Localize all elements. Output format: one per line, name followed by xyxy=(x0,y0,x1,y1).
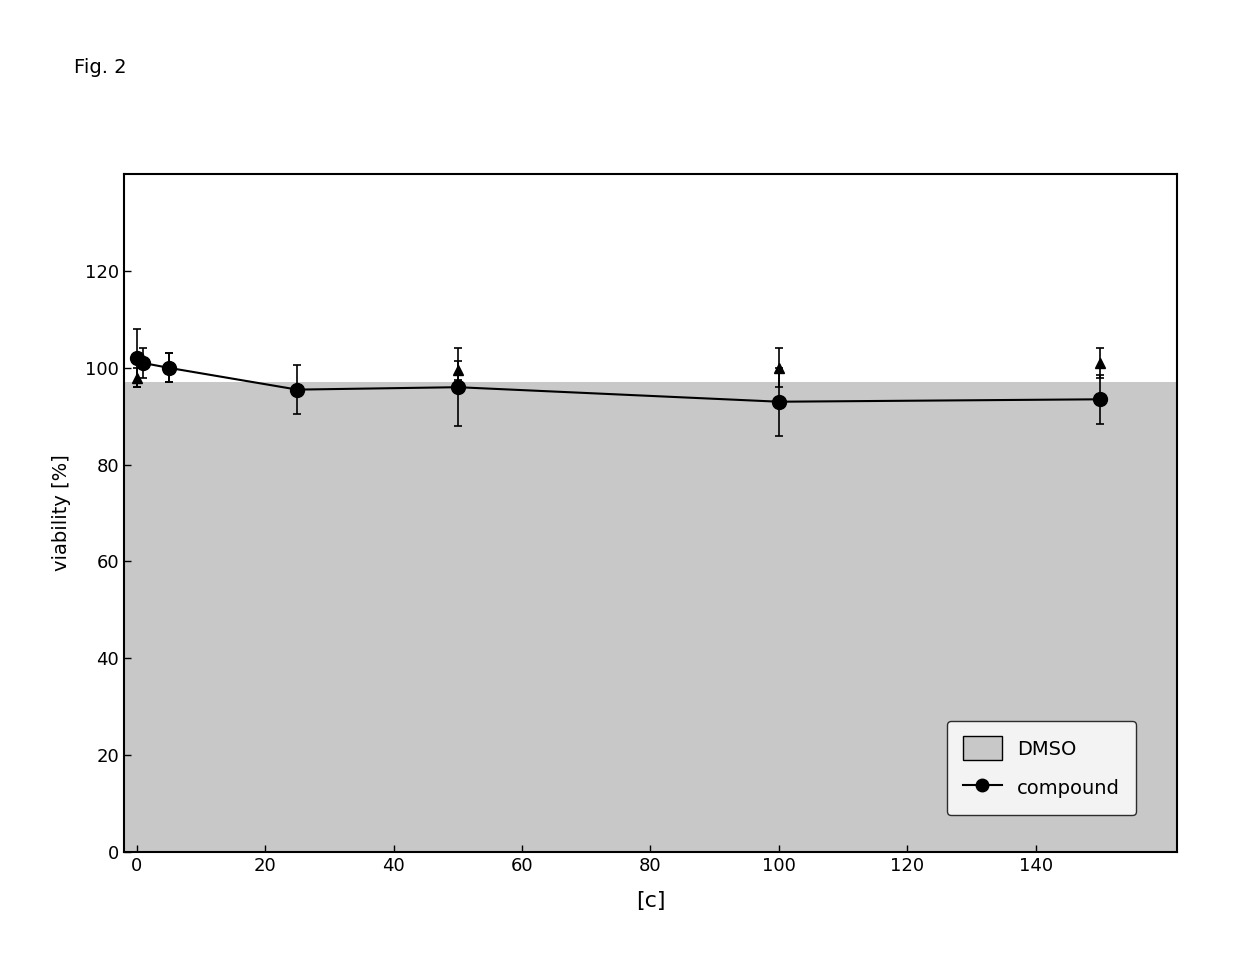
X-axis label: [c]: [c] xyxy=(636,892,665,911)
Y-axis label: viability [%]: viability [%] xyxy=(52,455,71,571)
Legend: DMSO, compound: DMSO, compound xyxy=(948,721,1136,815)
Text: Fig. 2: Fig. 2 xyxy=(74,58,126,77)
Bar xyxy=(124,382,1177,852)
